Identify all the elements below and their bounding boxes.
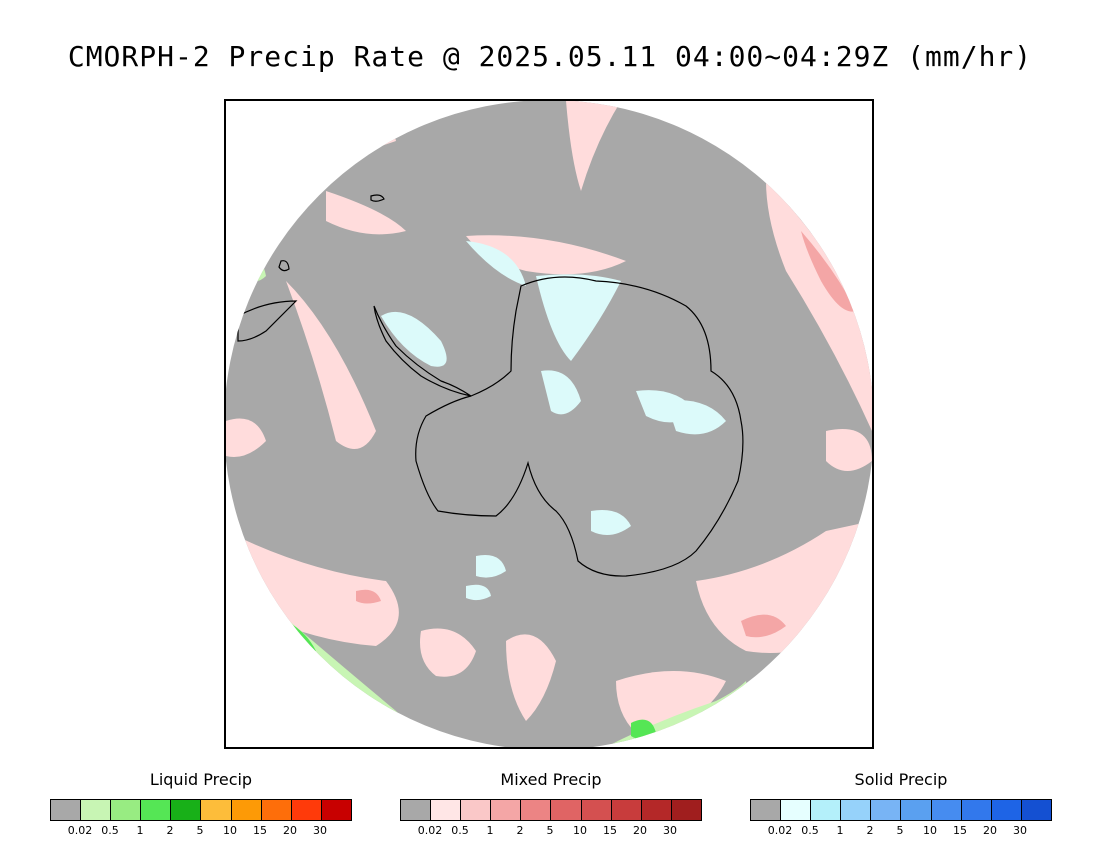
antarctic-peninsula-coastline [373, 305, 472, 397]
legend-swatch [1021, 800, 1051, 820]
polar-precip-map [226, 101, 872, 747]
legend-tick-label: 0.02 [417, 824, 443, 837]
south-america-coastline [237, 300, 298, 342]
legend-swatch [521, 800, 552, 820]
legend-tick-label: 30 [313, 824, 327, 837]
legend-swatch [781, 800, 812, 820]
legend-swatch [321, 800, 351, 820]
mixed-precip-moderate [356, 231, 856, 638]
legend-colorbar [400, 799, 702, 821]
legend-liquid-precip: Liquid Precip 0.02 0.5 1 2 5 10 15 20 30 [50, 770, 352, 837]
legend-tick-label: 2 [166, 824, 174, 837]
legend-tick-label: 0.02 [767, 824, 793, 837]
legend-tick-label: 30 [663, 824, 677, 837]
legend-tick-label: 5 [896, 824, 904, 837]
legend-swatch [901, 800, 932, 820]
legend-swatch [401, 800, 432, 820]
legend-tick-label: 0.5 [451, 824, 469, 837]
legend-colorbar [750, 799, 1052, 821]
legend-title: Liquid Precip [149, 770, 253, 789]
legend-swatch [931, 800, 962, 820]
legend-swatch [671, 800, 701, 820]
legend-swatch [431, 800, 462, 820]
legend-mixed-precip: Mixed Precip 0.02 0.5 1 2 5 10 15 20 30 [400, 770, 702, 837]
legend-ticks: 0.02 0.5 1 2 5 10 15 20 30 [750, 821, 1050, 837]
legend-swatch [841, 800, 872, 820]
legend-solid-precip: Solid Precip 0.02 0.5 1 2 5 10 15 20 30 [750, 770, 1052, 837]
legend-ticks: 0.02 0.5 1 2 5 10 15 20 30 [400, 821, 700, 837]
legend-swatch [231, 800, 262, 820]
legend-swatch [201, 800, 232, 820]
legend-ticks: 0.02 0.5 1 2 5 10 15 20 30 [50, 821, 350, 837]
legend-tick-label: 2 [866, 824, 874, 837]
legend-swatch [871, 800, 902, 820]
legend-tick-label: 15 [603, 824, 617, 837]
legend-tick-label: 5 [546, 824, 554, 837]
solid-precip-areas [381, 241, 726, 601]
legend-tick-label: 20 [283, 824, 297, 837]
legend-tick-label: 20 [633, 824, 647, 837]
legend-swatch [751, 800, 782, 820]
chart-title: CMORPH-2 Precip Rate @ 2025.05.11 04:00~… [67, 40, 1033, 73]
map-disk [226, 101, 872, 747]
legend-tick-label: 20 [983, 824, 997, 837]
legend-swatch [991, 800, 1022, 820]
legend-tick-label: 5 [196, 824, 204, 837]
legend-swatch [611, 800, 642, 820]
legend-swatch [51, 800, 82, 820]
legend-colorbar [50, 799, 352, 821]
legend-title: Mixed Precip [500, 770, 602, 789]
legend-tick-label: 1 [836, 824, 844, 837]
map-frame [224, 99, 874, 749]
legend-swatch [291, 800, 322, 820]
legend-tick-label: 1 [136, 824, 144, 837]
legend-swatch [81, 800, 112, 820]
legend-swatch [111, 800, 142, 820]
legend-tick-label: 30 [1013, 824, 1027, 837]
legend-tick-label: 10 [573, 824, 587, 837]
legend-tick-label: 0.5 [101, 824, 119, 837]
legend-swatch [491, 800, 522, 820]
legend-tick-label: 2 [516, 824, 524, 837]
legend-title: Solid Precip [854, 770, 948, 789]
legend-swatch [171, 800, 202, 820]
legend-tick-label: 0.02 [67, 824, 93, 837]
legend-tick-label: 10 [923, 824, 937, 837]
legend-swatch [581, 800, 612, 820]
legend-swatch [641, 800, 672, 820]
legend-swatch [141, 800, 172, 820]
legend-tick-label: 10 [223, 824, 237, 837]
legend-swatch [461, 800, 492, 820]
legend-swatch [261, 800, 292, 820]
legend-swatch [811, 800, 842, 820]
legend-swatch [961, 800, 992, 820]
legend-tick-label: 0.5 [801, 824, 819, 837]
island-coastline [278, 260, 290, 272]
legend-tick-label: 1 [486, 824, 494, 837]
legend-tick-label: 15 [953, 824, 967, 837]
antarctica-coastline [415, 276, 744, 577]
island-coastline [370, 194, 385, 202]
legend-swatch [551, 800, 582, 820]
legend-tick-label: 15 [253, 824, 267, 837]
